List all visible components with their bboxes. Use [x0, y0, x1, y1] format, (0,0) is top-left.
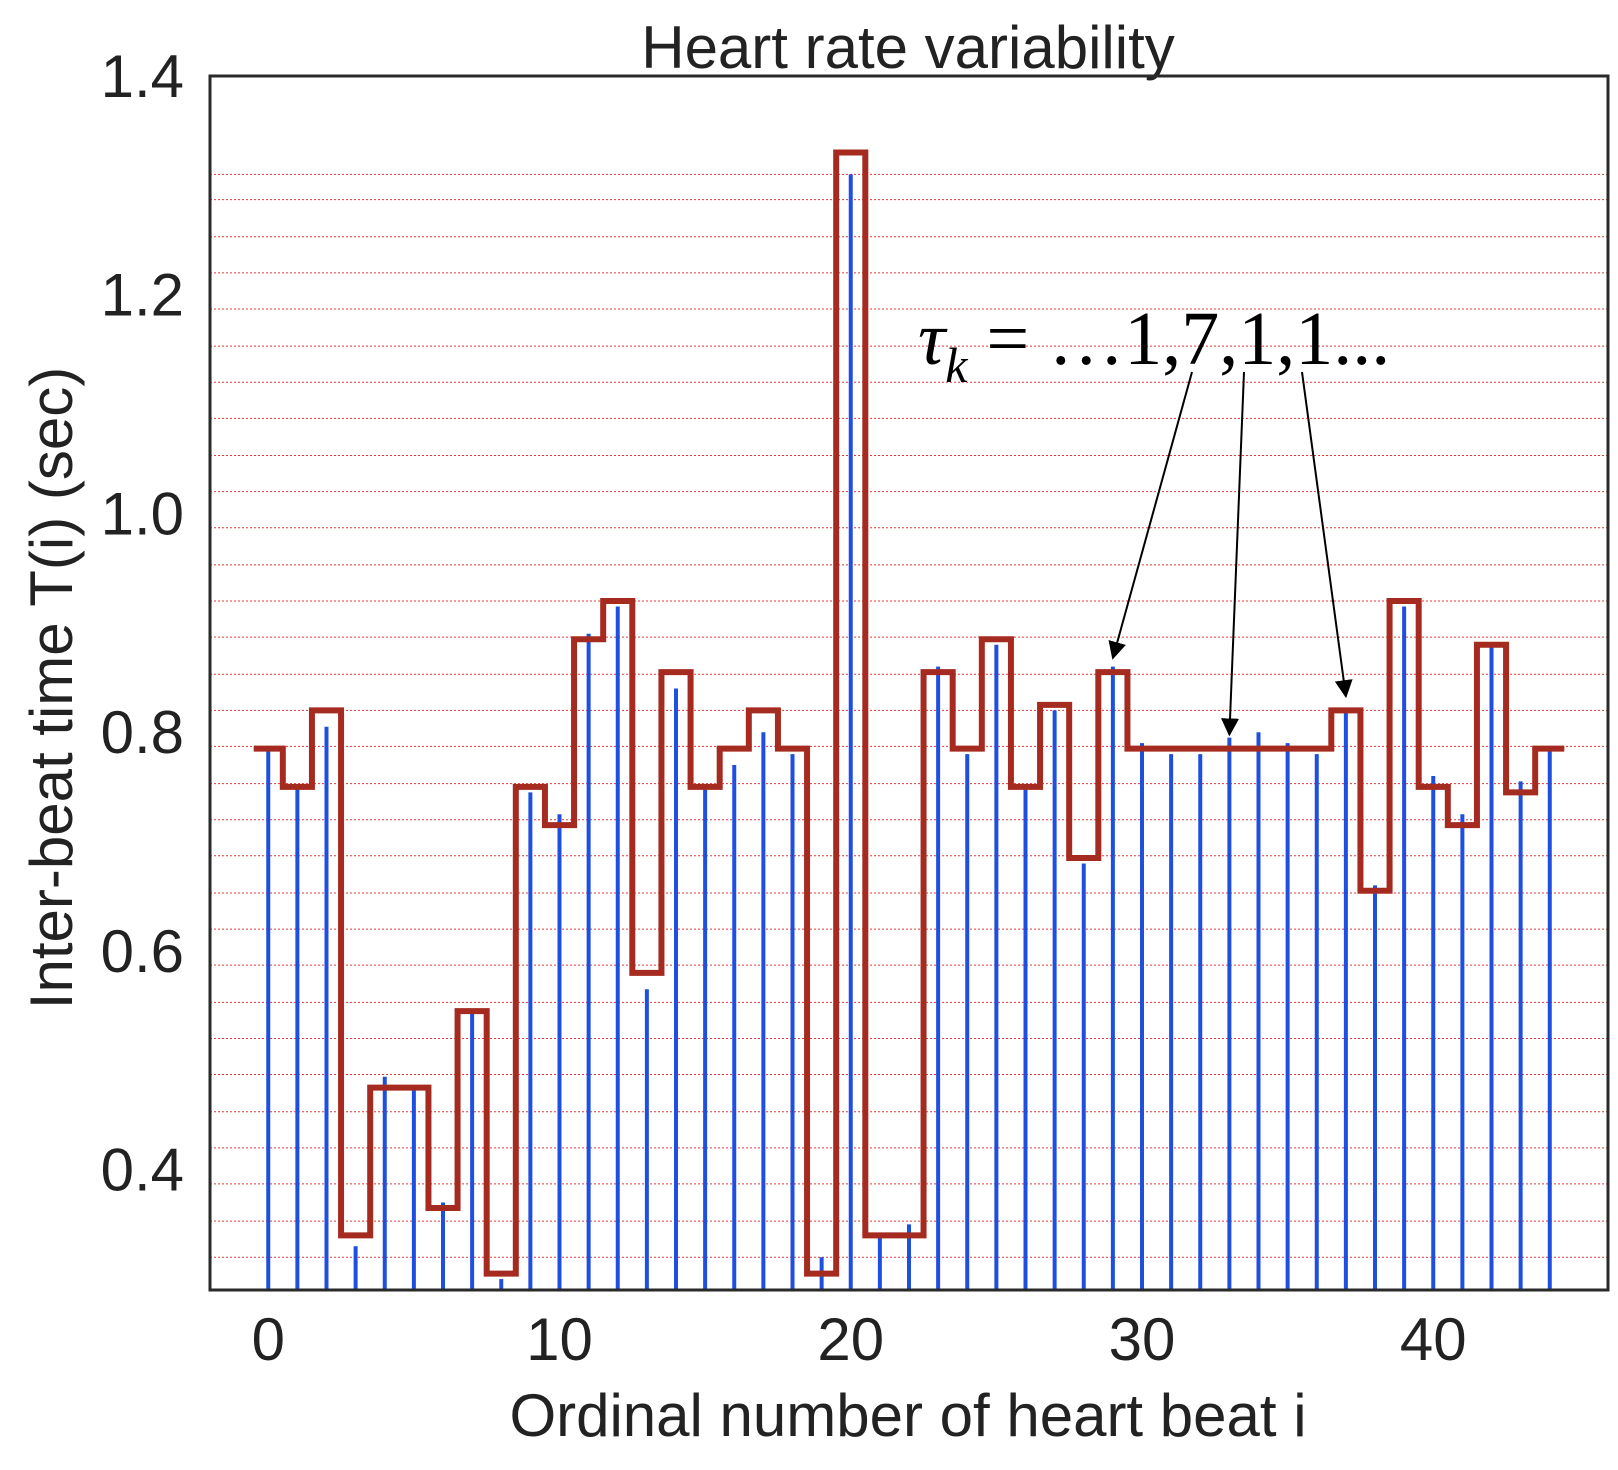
x-tick-labels: 0 10 20 30 40: [252, 1306, 1467, 1373]
step-outline: [253, 149, 1565, 1277]
grid-lines: [210, 173, 1608, 1258]
svg-text:τk = …1,7,1,1...: τk = …1,7,1,1...: [918, 297, 1390, 393]
tau-symbol: τ: [918, 297, 948, 381]
beat-bars: [266, 174, 1552, 1290]
x-axis-label: Ordinal number of heart beat i: [509, 1382, 1306, 1449]
y-tick-label: 1.0: [101, 480, 184, 547]
y-axis-label: Inter-beat time T(i) (sec): [18, 367, 85, 1009]
annotation-arrows: [1108, 371, 1353, 737]
plot-frame: [208, 74, 1610, 1292]
x-tick-label: 30: [1109, 1306, 1176, 1373]
tau-sequence: 1,7,1,1...: [1124, 297, 1390, 381]
x-tick-label: 10: [526, 1306, 593, 1373]
tau-annotation: τk = …1,7,1,1...: [918, 297, 1390, 737]
tau-subscript: k: [945, 337, 968, 393]
step-outline-path: [253, 149, 1565, 1277]
x-tick-label: 20: [817, 1306, 884, 1373]
annotation-arrow: [1108, 371, 1193, 660]
tau-equals: =: [967, 297, 1048, 381]
y-tick-label: 0.4: [101, 1137, 184, 1204]
x-tick-label: 40: [1400, 1306, 1467, 1373]
x-tick-label: 0: [252, 1306, 285, 1373]
tau-ellipsis: …: [1048, 297, 1124, 381]
annotation-arrow: [1221, 371, 1245, 737]
y-tick-label: 0.8: [101, 699, 184, 766]
y-tick-labels: 0.4 0.6 0.8 1.0 1.2 1.4: [101, 43, 184, 1204]
chart-title: Heart rate variability: [641, 14, 1175, 81]
y-tick-label: 0.6: [101, 918, 184, 985]
y-tick-label: 1.2: [101, 262, 184, 329]
annotation-arrow: [1301, 371, 1353, 699]
y-tick-label: 1.4: [101, 43, 184, 110]
